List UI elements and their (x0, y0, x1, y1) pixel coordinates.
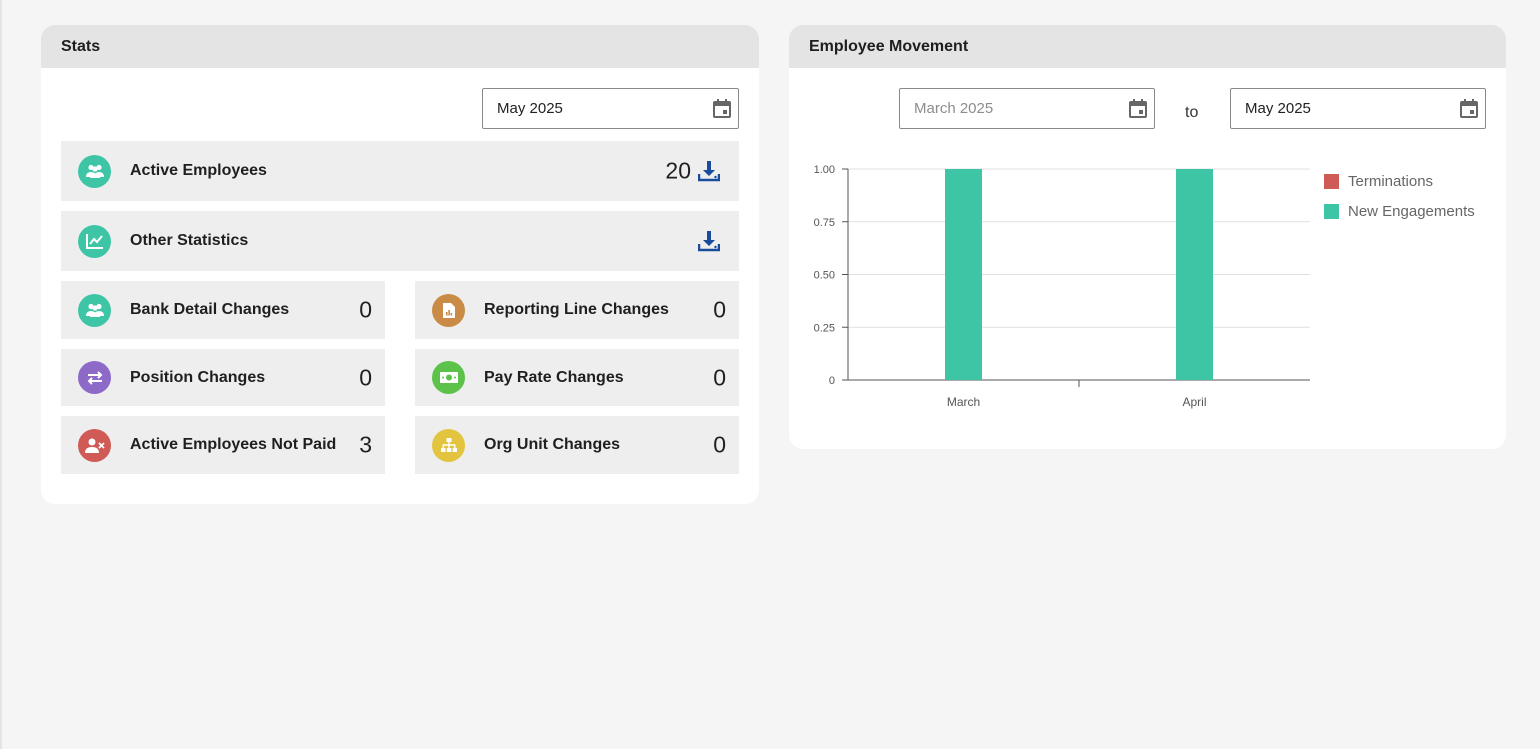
page-left-border (0, 0, 2, 749)
stats-card-title: Stats (41, 25, 759, 68)
legend-swatch (1324, 204, 1339, 219)
people-icon (78, 154, 111, 188)
stats-card: Stats May 2025 Active Employees 20 Other… (41, 25, 759, 504)
download-icon[interactable] (698, 230, 720, 252)
stats-month-value: May 2025 (497, 100, 563, 117)
y-tick-label: 0 (829, 375, 835, 387)
other-statistics-row[interactable]: Other Statistics (61, 211, 739, 271)
active-employees-label: Active Employees (130, 162, 267, 179)
position-changes-label: Position Changes (130, 368, 266, 386)
employee-movement-card: Employee Movement March 2025 to May 2025… (789, 25, 1506, 449)
pay-rate-changes-label: Pay Rate Changes (484, 368, 624, 386)
reporting-line-changes-tile[interactable]: Reporting Line Changes 0 (415, 281, 739, 339)
to-month-picker[interactable]: May 2025 (1230, 88, 1486, 129)
active-employees-count: 20 (665, 157, 691, 184)
pay-rate-changes-tile[interactable]: Pay Rate Changes 0 (415, 349, 739, 406)
date-range-separator: to (1185, 104, 1199, 121)
pay-rate-changes-count: 0 (713, 364, 726, 390)
user-remove-icon (78, 428, 111, 462)
employee-movement-chart: 0 0.25 0.50 0.75 1.00 March April (814, 164, 1310, 409)
report-document-icon (432, 293, 465, 327)
to-month-value: May 2025 (1245, 100, 1311, 117)
bar-new-engagements-march (945, 169, 982, 380)
reporting-line-changes-count: 0 (713, 296, 726, 323)
legend-label: Terminations (1348, 173, 1434, 190)
legend-item[interactable]: New Engagements (1324, 203, 1475, 220)
active-employees-not-paid-label: Active Employees Not Paid (130, 436, 337, 453)
stats-month-picker[interactable]: May 2025 (482, 88, 739, 129)
active-employees-not-paid-tile[interactable]: Active Employees Not Paid 3 (61, 416, 385, 474)
org-unit-changes-label: Org Unit Changes (484, 436, 621, 453)
org-unit-changes-tile[interactable]: Org Unit Changes 0 (415, 416, 739, 474)
calendar-icon[interactable] (1460, 99, 1478, 118)
other-statistics-label: Other Statistics (130, 232, 249, 249)
money-icon (432, 361, 465, 394)
org-chart-icon (432, 428, 465, 462)
swap-arrows-icon (78, 361, 111, 394)
y-tick-label: 0.25 (814, 322, 835, 334)
reporting-line-changes-label: Reporting Line Changes (484, 301, 669, 318)
active-employees-not-paid-count: 3 (359, 431, 372, 458)
employee-movement-title: Employee Movement (789, 25, 1506, 68)
active-employees-row[interactable]: Active Employees 20 (61, 141, 739, 201)
y-tick-label: 1.00 (814, 164, 835, 176)
from-month-value: March 2025 (914, 100, 994, 117)
calendar-icon[interactable] (1129, 99, 1147, 118)
y-tick-label: 0.50 (814, 270, 835, 282)
legend-swatch (1324, 174, 1339, 189)
line-chart-icon (78, 224, 111, 258)
bar-new-engagements-april (1176, 169, 1213, 380)
bank-detail-changes-label: Bank Detail Changes (130, 301, 290, 318)
x-tick-label: March (947, 395, 980, 409)
from-month-picker[interactable]: March 2025 (899, 88, 1155, 129)
bank-detail-changes-count: 0 (359, 296, 372, 323)
x-tick-label: April (1182, 395, 1206, 409)
legend-item[interactable]: Terminations (1324, 173, 1433, 190)
people-icon (78, 293, 111, 327)
download-icon[interactable] (698, 160, 720, 182)
position-changes-tile[interactable]: Position Changes 0 (61, 349, 385, 406)
y-tick-label: 0.75 (814, 217, 835, 229)
legend-label: New Engagements (1348, 203, 1475, 220)
calendar-icon[interactable] (713, 99, 731, 118)
position-changes-count: 0 (359, 364, 372, 390)
bank-detail-changes-tile[interactable]: Bank Detail Changes 0 (61, 281, 385, 339)
org-unit-changes-count: 0 (713, 431, 726, 458)
